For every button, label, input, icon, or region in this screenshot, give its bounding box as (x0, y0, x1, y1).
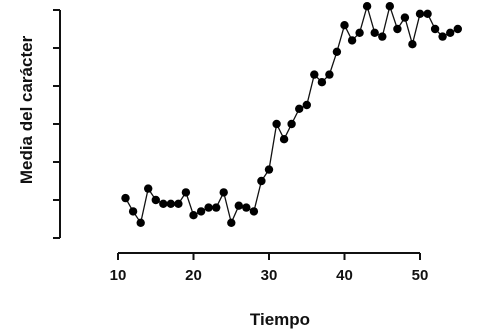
data-point (438, 32, 447, 41)
data-point (287, 119, 296, 129)
data-point (317, 78, 327, 87)
data-point (204, 203, 213, 212)
data-point (159, 199, 168, 208)
data-point (196, 207, 206, 216)
data-point (174, 199, 183, 208)
data-point (128, 207, 138, 216)
data-point (189, 211, 198, 220)
data-point (181, 188, 191, 197)
data-point (347, 36, 357, 45)
data-point (400, 13, 410, 22)
data-point (385, 2, 394, 11)
data-point (332, 47, 342, 56)
data-point (453, 24, 462, 34)
data-point (446, 28, 455, 37)
data-point (242, 203, 251, 212)
data-point (227, 218, 236, 227)
y-axis (53, 9, 61, 239)
data-point (310, 70, 319, 79)
data-point (362, 2, 372, 11)
data-point (166, 199, 175, 208)
x-tick-label: 40 (336, 267, 353, 284)
data-point (423, 9, 432, 18)
data-point (430, 24, 440, 34)
data-point (136, 218, 145, 227)
x-axis: 10 20 30 40 50 (110, 252, 429, 284)
data-point (415, 9, 425, 18)
data-point (257, 176, 266, 186)
plot-area (121, 2, 462, 227)
data-point (393, 24, 402, 34)
data-point (121, 193, 130, 203)
x-tick-label: 50 (412, 267, 429, 284)
x-tick-label: 10 (110, 267, 127, 284)
data-point (264, 165, 274, 174)
data-point (272, 119, 281, 129)
data-point (370, 28, 379, 37)
x-tick-label: 20 (185, 267, 202, 284)
x-axis-title: Tiempo (250, 310, 310, 329)
y-axis-title: Media del carácter (17, 35, 36, 184)
data-point (325, 70, 334, 79)
data-point (302, 100, 311, 110)
data-point (408, 40, 417, 49)
data-point (295, 104, 304, 114)
x-tick-label: 30 (261, 267, 278, 284)
data-point (212, 203, 221, 212)
data-point (151, 195, 160, 205)
data-point (234, 201, 243, 210)
data-point (144, 184, 153, 193)
series-line (124, 3, 459, 225)
data-point (355, 28, 364, 37)
data-point (219, 188, 228, 197)
data-point (249, 207, 259, 216)
data-point (340, 21, 349, 30)
data-point (279, 135, 289, 144)
data-point (378, 32, 387, 41)
